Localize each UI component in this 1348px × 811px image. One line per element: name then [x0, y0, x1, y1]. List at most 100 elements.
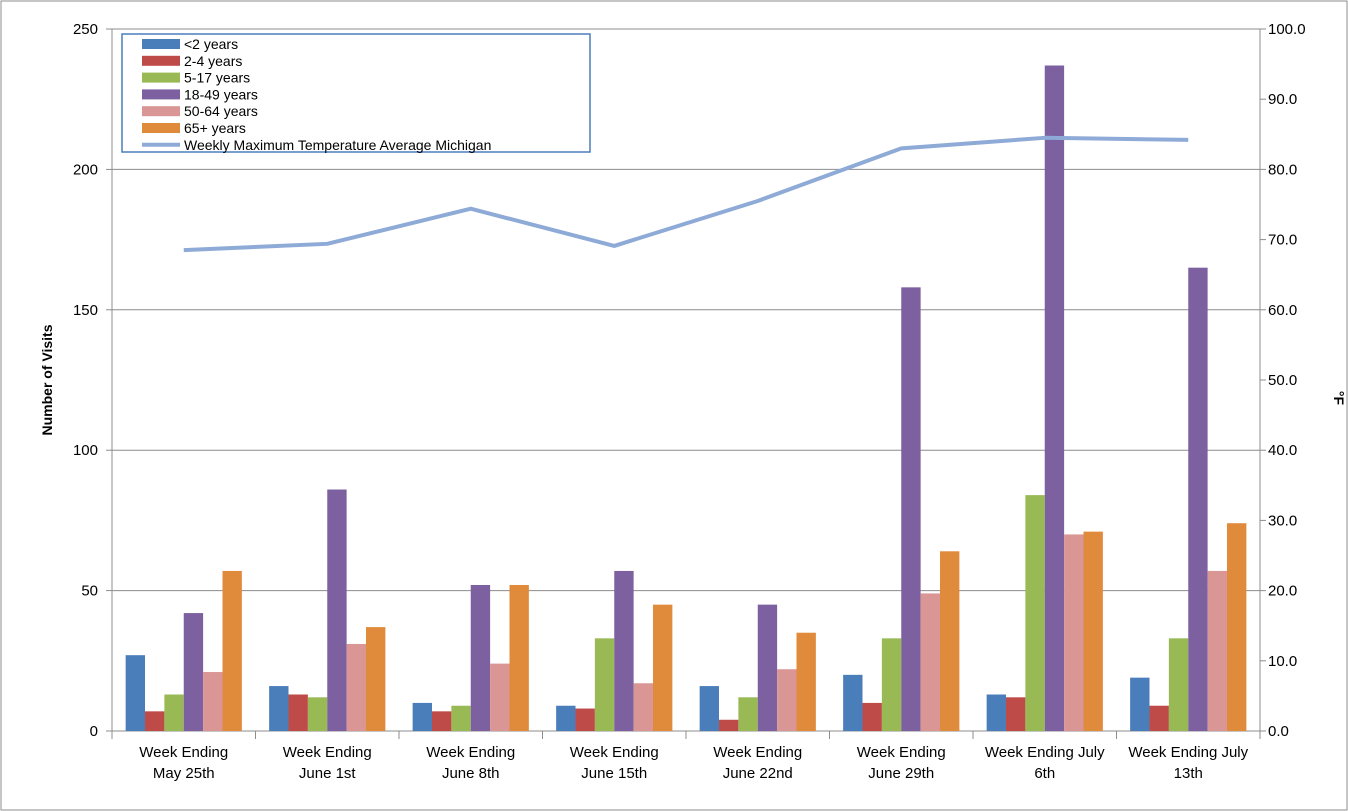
- bar-18-49 years: [327, 489, 347, 731]
- bar-2-4 years: [719, 719, 739, 731]
- legend-swatch: [142, 55, 180, 66]
- y2-tick-label: 90.0: [1268, 91, 1297, 108]
- bar-50-64 years: [1064, 534, 1084, 731]
- bar-5-17 years: [594, 638, 615, 731]
- legend-swatch: [142, 39, 180, 49]
- x-tick-label: Week Ending: [139, 744, 228, 761]
- bar-50-64 years: [346, 643, 366, 731]
- x-tick-label: June 22nd: [723, 765, 793, 782]
- bar-2-4 years: [1006, 697, 1026, 731]
- bar-50-64 years: [203, 672, 223, 731]
- x-tick-label: Week Ending July: [1128, 744, 1248, 761]
- bar-18-49 years: [1188, 267, 1208, 731]
- bar-5-17 years: [881, 638, 902, 731]
- bar-65+ years: [1226, 523, 1247, 731]
- bar-5-17 years: [307, 697, 328, 731]
- x-tick-label: June 29th: [868, 765, 934, 782]
- bar-5-17 years: [451, 705, 471, 731]
- legend-label: 65+ years: [184, 120, 246, 136]
- y2-tick-label: 30.0: [1268, 512, 1297, 529]
- legend-label: 18-49 years: [184, 86, 258, 102]
- bar-65+ years: [222, 570, 242, 731]
- bar-5-17 years: [1025, 495, 1045, 731]
- y2-tick-label: 70.0: [1268, 232, 1297, 249]
- y2-tick-label: 20.0: [1268, 583, 1297, 600]
- x-tick-label: June 8th: [442, 765, 500, 782]
- x-tick-label: Week Ending: [426, 744, 515, 761]
- bar-65+ years: [796, 632, 816, 731]
- bar-2-4 years: [575, 708, 595, 731]
- bar-<2 years: [269, 686, 289, 731]
- y-tick-label: 0: [90, 723, 98, 740]
- bar-65+ years: [365, 627, 386, 731]
- y2-axis-title: °F: [1331, 391, 1347, 406]
- bar-<2 years: [986, 694, 1007, 731]
- x-tick-label: Week Ending July: [985, 744, 1105, 761]
- bar-2-4 years: [862, 702, 882, 731]
- y-tick-label: 50: [81, 583, 98, 600]
- x-tick-label: 6th: [1034, 765, 1055, 782]
- bar-18-49 years: [901, 287, 921, 731]
- bar-2-4 years: [288, 694, 308, 731]
- bar-marks: [125, 65, 1247, 731]
- y-axis-title: Number of Visits: [39, 324, 55, 435]
- legend-swatch: [142, 123, 180, 133]
- bar-5-17 years: [164, 694, 184, 731]
- y2-tick-label: 60.0: [1268, 302, 1297, 319]
- bar-65+ years: [939, 551, 960, 731]
- y2-tick-label: 100.0: [1268, 21, 1306, 38]
- bar-5-17 years: [738, 697, 758, 731]
- bar-18-49 years: [1044, 65, 1065, 731]
- legend-swatch: [142, 72, 180, 83]
- bar-<2 years: [699, 686, 720, 731]
- bar-5-17 years: [1168, 638, 1189, 731]
- bar-18-49 years: [470, 584, 491, 731]
- temperature-line: [183, 135, 1189, 253]
- bar-65+ years: [652, 604, 673, 731]
- x-tick-label: Week Ending: [713, 744, 802, 761]
- legend-label: Weekly Maximum Temperature Average Michi…: [184, 137, 491, 153]
- legend-label: 2-4 years: [184, 53, 242, 69]
- x-tick-label: May 25th: [153, 765, 215, 782]
- bar-50-64 years: [920, 593, 940, 731]
- bar-50-64 years: [490, 663, 510, 731]
- legend-swatch: [142, 106, 180, 117]
- legend-swatch: [142, 89, 180, 100]
- x-tick-label: June 1st: [299, 765, 357, 782]
- legend-label: 50-64 years: [184, 103, 258, 119]
- x-tick-label: 13th: [1174, 765, 1203, 782]
- bar-50-64 years: [1207, 570, 1227, 731]
- y2-tick-label: 40.0: [1268, 442, 1297, 459]
- bar-2-4 years: [145, 711, 165, 731]
- x-tick-label: Week Ending: [283, 744, 372, 761]
- bar-18-49 years: [614, 570, 634, 731]
- legend-box: [121, 33, 591, 153]
- y2-tick-label: 10.0: [1268, 653, 1297, 670]
- bar-65+ years: [1083, 531, 1103, 731]
- bar-<2 years: [125, 655, 146, 731]
- axes: 0 50 100 150 200 250 0.0 10.0 20.0 30.0 40.0 50.0 60…: [39, 21, 1347, 782]
- bar-<2 years: [843, 674, 863, 731]
- line-marks: [183, 135, 1189, 253]
- y-tick-label: 100: [73, 442, 98, 459]
- y2-tick-label: 80.0: [1268, 161, 1297, 178]
- bar-<2 years: [1130, 677, 1150, 731]
- y2-tick-label: 50.0: [1268, 372, 1297, 389]
- bar-<2 years: [556, 705, 576, 731]
- y-tick-label: 200: [73, 161, 98, 178]
- legend-label: <2 years: [184, 36, 238, 52]
- legend-label: 5-17 years: [184, 70, 250, 86]
- x-tick-label: June 15th: [581, 765, 647, 782]
- bar-18-49 years: [757, 604, 778, 731]
- bar-50-64 years: [633, 683, 653, 731]
- x-tick-label: Week Ending: [857, 744, 946, 761]
- y-tick-label: 250: [73, 21, 98, 38]
- bar-2-4 years: [1149, 705, 1169, 731]
- bar-50-64 years: [777, 669, 797, 731]
- bar-2-4 years: [432, 711, 452, 731]
- bar-<2 years: [412, 702, 433, 731]
- y2-tick-label: 0.0: [1268, 723, 1289, 740]
